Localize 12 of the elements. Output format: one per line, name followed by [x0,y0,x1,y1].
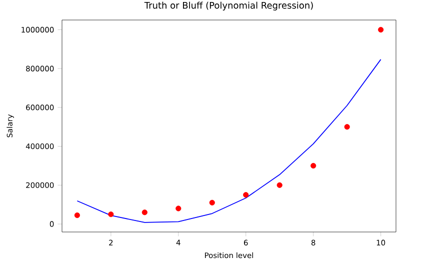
point [142,210,148,216]
point [176,206,182,212]
point [74,212,80,218]
point [310,162,316,169]
point [344,124,350,130]
point [243,192,249,198]
line-series [76,58,382,223]
point [108,212,114,218]
point [276,182,282,188]
point [209,200,215,206]
chart-title: Truth or Bluff (Polynomial Regression) [144,2,313,10]
point [378,26,384,33]
